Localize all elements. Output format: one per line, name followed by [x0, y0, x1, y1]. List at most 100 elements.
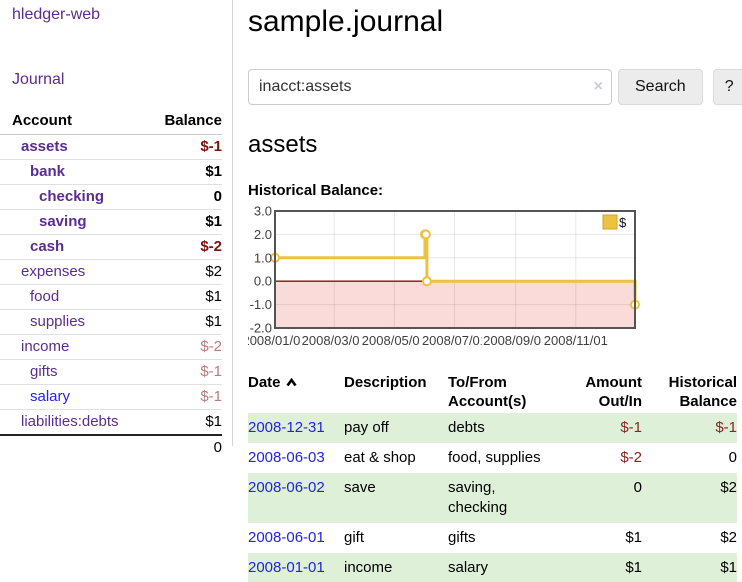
account-row: salary $-1 — [0, 384, 222, 410]
transaction-balance: 0 — [728, 449, 737, 466]
transaction-accounts: debts — [448, 419, 485, 436]
account-link-liabilities-debts[interactable]: liabilities:debts — [21, 413, 119, 430]
x-tick-label: 2008/03/01 — [302, 333, 367, 348]
account-link-gifts[interactable]: gifts — [30, 363, 58, 380]
legend-label: $ — [619, 215, 627, 230]
clear-search-icon[interactable]: × — [593, 78, 603, 95]
register-header-date[interactable]: Date — [248, 371, 344, 413]
account-balance: $-2 — [160, 234, 222, 260]
y-tick-label: 0.0 — [254, 274, 272, 289]
y-tick-label: 2.0 — [254, 227, 272, 242]
accounts-total-value: 0 — [160, 434, 222, 460]
account-balance: 0 — [160, 184, 222, 210]
account-link-assets[interactable]: assets — [21, 138, 68, 155]
transaction-amount: $1 — [625, 529, 642, 546]
register-row: 2008-12-31 pay off debts $-1 $-1 — [248, 413, 737, 443]
x-tick-label: 2008/11/01 — [544, 333, 608, 348]
search-button[interactable]: Search — [618, 69, 703, 105]
account-row: income $-2 — [0, 334, 222, 360]
x-tick-label: 2008/09/01 — [483, 333, 548, 348]
transaction-description: pay off — [344, 419, 389, 436]
account-link-checking[interactable]: checking — [39, 188, 105, 205]
transaction-description: save — [344, 479, 376, 496]
main-content: sample.journal × Search ? assets Histori… — [234, 0, 742, 582]
search-input[interactable] — [248, 69, 612, 105]
y-tick-label: -1.0 — [250, 297, 272, 312]
transaction-description: eat & shop — [344, 449, 416, 466]
accounts-header-row: Account Balance — [0, 110, 222, 135]
transaction-date-link[interactable]: 2008-06-02 — [248, 479, 325, 496]
account-link-expenses[interactable]: expenses — [21, 263, 86, 280]
transaction-accounts: salary — [448, 559, 489, 576]
x-tick-label: 2008/07/01 — [422, 333, 487, 348]
account-balance: $-1 — [160, 134, 222, 160]
sidebar-nav: Journal — [12, 71, 232, 89]
x-tick-label: 2008/01/01 — [248, 333, 308, 348]
register-header-row: Date Description To/From Account(s) Amou… — [248, 371, 737, 413]
transaction-date-link[interactable]: 2008-06-03 — [248, 449, 325, 466]
transaction-accounts: saving, checking — [448, 479, 508, 516]
transaction-amount: 0 — [633, 479, 642, 496]
account-link-salary[interactable]: salary — [30, 388, 71, 405]
account-link-cash[interactable]: cash — [30, 238, 65, 255]
account-row: saving $1 — [0, 209, 222, 235]
register-row: 2008-06-02 save saving, checking 0 $2 — [248, 473, 737, 523]
transaction-amount: $-1 — [620, 419, 642, 436]
negative-region — [275, 281, 635, 328]
register-header-accounts: To/From Account(s) — [448, 374, 527, 410]
accounts-header-account: Account — [0, 110, 160, 135]
nav-journal-link[interactable]: Journal — [12, 71, 65, 88]
account-row: expenses $2 — [0, 259, 222, 285]
transaction-accounts: gifts — [448, 529, 476, 546]
register-row: 2008-06-01 gift gifts $1 $2 — [248, 523, 737, 553]
account-link-income[interactable]: income — [21, 338, 70, 355]
app-brand-link[interactable]: hledger-web — [12, 6, 101, 23]
account-link-saving[interactable]: saving — [39, 213, 87, 230]
transaction-balance: $2 — [720, 529, 737, 546]
transaction-amount: $1 — [625, 559, 642, 576]
account-balance: $-1 — [160, 384, 222, 410]
register-table: Date Description To/From Account(s) Amou… — [248, 371, 737, 582]
chart-svg: $3.0 2.0 1.0 0.0 -1.0 -2.02008/01/012008/03/0… — [241, 204, 640, 348]
register-header-balance: Historical Balance — [668, 374, 737, 410]
data-point-marker — [421, 276, 432, 287]
transaction-balance: $2 — [720, 479, 737, 496]
accounts-total-row: 0 — [0, 434, 222, 460]
y-tick-label: -2.0 — [250, 321, 272, 336]
account-heading: assets — [248, 131, 318, 158]
account-row: food $1 — [0, 284, 222, 310]
transaction-balance: $1 — [720, 559, 737, 576]
y-tick-label: 3.0 — [254, 205, 272, 219]
transaction-date-link[interactable]: 2008-01-01 — [248, 559, 325, 576]
search-input-wrap: × — [248, 69, 612, 105]
account-balance: $2 — [160, 259, 222, 285]
register-row: 2008-01-01 income salary $1 $1 — [248, 553, 737, 582]
account-row: supplies $1 — [0, 309, 222, 335]
account-balance: $1 — [160, 209, 222, 235]
sidebar: hledger-web Journal Account Balance asse… — [0, 0, 233, 460]
account-row: liabilities:debts $1 — [0, 409, 222, 436]
transaction-date-link[interactable]: 2008-06-01 — [248, 529, 325, 546]
x-tick-label: 2008/05/01 — [362, 333, 427, 348]
register-row: 2008-06-03 eat & shop food, supplies $-2 0 — [248, 443, 737, 473]
search-form: × Search ? — [248, 69, 742, 105]
chart-section-label: Historical Balance: — [248, 182, 384, 199]
transaction-balance: $-1 — [715, 419, 737, 436]
page-title: sample.journal — [248, 5, 444, 38]
account-link-bank[interactable]: bank — [30, 163, 66, 180]
account-row: bank $1 — [0, 159, 222, 185]
data-point-marker — [420, 229, 431, 240]
transaction-accounts: food, supplies — [448, 449, 541, 466]
account-link-supplies[interactable]: supplies — [30, 313, 86, 330]
account-balance: $1 — [160, 284, 222, 310]
account-link-food[interactable]: food — [30, 288, 60, 305]
account-row: checking 0 — [0, 184, 222, 210]
historical-balance-chart[interactable]: $3.0 2.0 1.0 0.0 -1.0 -2.0 2008/01/01 2008/03/0… — [241, 204, 648, 351]
register-header-amount: Amount Out/In — [585, 374, 642, 410]
help-button[interactable]: ? — [712, 69, 742, 105]
transaction-date-link[interactable]: 2008-12-31 — [248, 419, 325, 436]
sort-ascending-icon — [285, 373, 297, 392]
legend-swatch — [602, 214, 618, 230]
account-row: cash $-2 — [0, 234, 222, 260]
accounts-table: Account Balance assets $-1 bank $1 checking 0… — [0, 110, 222, 460]
